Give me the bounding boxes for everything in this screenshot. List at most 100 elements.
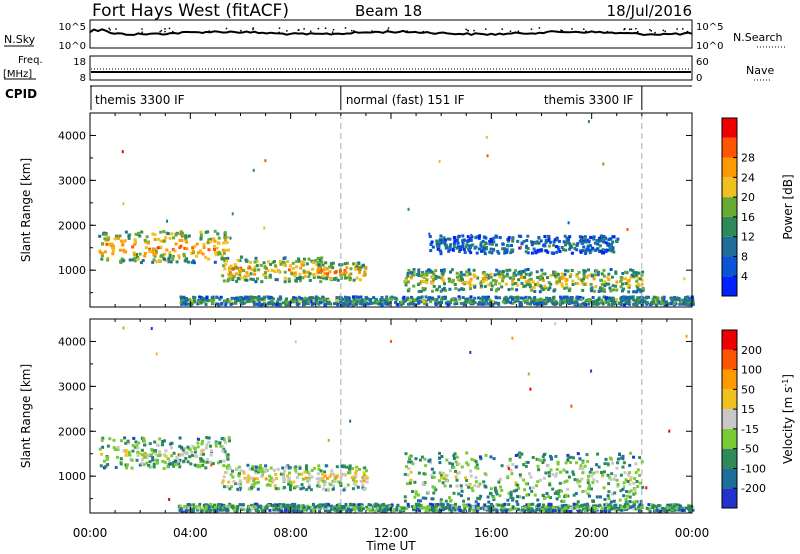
range-gate-cell <box>403 499 407 503</box>
range-gate-cell <box>317 302 321 306</box>
range-gate-cell <box>532 280 535 284</box>
range-gate-cell <box>227 480 231 484</box>
range-gate-cell <box>199 452 203 456</box>
range-gate-cell <box>584 238 588 242</box>
range-gate-cell <box>526 251 530 255</box>
range-gate-cell <box>264 469 268 473</box>
range-gate-cell <box>240 505 244 509</box>
range-gate-cell <box>585 453 589 457</box>
noise-dots <box>108 27 689 34</box>
range-gate-cell <box>536 248 540 252</box>
range-gate-cell <box>134 440 138 444</box>
range-gate-cell <box>205 509 209 513</box>
range-gate-cell <box>185 240 189 244</box>
range-gate-cell <box>524 295 528 299</box>
range-gate-cell <box>309 488 313 492</box>
range-gate-cell <box>624 499 628 503</box>
range-gate-cell <box>269 476 273 480</box>
range-gate-cell <box>498 282 501 286</box>
range-gate-cell <box>369 302 373 305</box>
range-gate-cell <box>469 251 473 255</box>
range-gate-cell <box>410 271 413 275</box>
range-gate-cell <box>403 472 407 476</box>
range-gate-cell <box>298 279 302 283</box>
range-gate-cell <box>517 272 521 276</box>
range-gate-cell <box>494 301 498 305</box>
range-gate-cell <box>476 507 480 510</box>
range-gate-cell <box>459 301 463 305</box>
range-gate-cell <box>338 263 342 267</box>
range-gate-cell <box>547 474 551 478</box>
range-gate-cell <box>585 238 589 242</box>
range-gate-cell <box>409 302 413 306</box>
range-gate-cell <box>124 441 128 445</box>
range-gate-cell <box>430 473 434 477</box>
range-gate-cell <box>156 246 160 250</box>
range-gate-cell <box>228 502 232 506</box>
range-gate-cell <box>628 283 632 287</box>
range-gate-cell <box>579 464 583 468</box>
range-gate-cell <box>531 241 535 244</box>
range-gate-cell <box>152 258 156 262</box>
range-gate-cell <box>234 505 238 509</box>
range-gate-cell <box>493 486 497 490</box>
range-gate-cell <box>507 467 510 471</box>
range-gate-cell <box>639 300 643 304</box>
range-gate-cell <box>240 269 244 273</box>
range-gate-cell <box>615 298 618 302</box>
range-gate-cell <box>216 241 220 245</box>
range-gate-cell <box>442 286 446 290</box>
range-gate-cell <box>471 243 475 247</box>
range-gate-cell <box>465 270 469 274</box>
range-gate-cell <box>561 301 565 305</box>
range-gate-cell <box>151 456 155 460</box>
colorbar-swatch <box>722 177 737 198</box>
range-gate-cell <box>514 269 517 273</box>
range-gate-cell <box>340 263 344 267</box>
range-gate-cell <box>625 494 629 498</box>
range-gate-cell <box>687 297 691 301</box>
range-gate-cell <box>209 444 212 448</box>
range-gate-cell <box>590 274 594 278</box>
range-gate-cell <box>361 301 365 305</box>
range-gate-cell <box>687 507 691 511</box>
range-gate-cell <box>660 296 664 300</box>
range-gate-cell <box>222 264 226 268</box>
range-gate-cell <box>570 507 573 510</box>
range-gate-cell <box>508 507 512 511</box>
range-gate-cell <box>163 460 167 464</box>
range-gate-cell <box>418 458 422 462</box>
range-gate-cell <box>464 483 468 487</box>
range-gate-cell <box>421 482 425 485</box>
range-gate-cell <box>510 287 514 291</box>
range-gate-cell <box>173 249 177 253</box>
range-gate-cell <box>215 506 219 510</box>
range-gate-cell <box>582 275 586 278</box>
range-gate-cell <box>511 282 515 286</box>
range-gate-cell <box>552 295 556 299</box>
range-gate-cell <box>538 478 542 482</box>
range-gate-cell <box>636 485 640 488</box>
range-gate-cell <box>217 461 220 465</box>
range-gate-cell <box>635 480 639 483</box>
range-gate-cell <box>407 268 411 272</box>
range-gate-cell <box>654 296 658 300</box>
range-gate-cell <box>552 298 556 302</box>
range-gate-cell <box>343 486 347 490</box>
range-gate-cell <box>198 249 202 253</box>
range-gate-cell <box>466 239 470 243</box>
range-gate-cell <box>187 234 191 238</box>
range-tick-label: 2000 <box>58 219 86 232</box>
range-gate-cell <box>309 509 313 513</box>
range-gate-cell <box>188 503 192 507</box>
range-gate-cell <box>255 302 258 306</box>
range-gate-cell <box>229 236 232 240</box>
range-gate-cell <box>586 492 590 496</box>
range-gate-cell <box>137 231 141 235</box>
range-gate-cell <box>116 445 120 449</box>
range-gate-cell <box>438 461 442 465</box>
range-gate-cell <box>508 458 512 462</box>
range-gate-cell <box>453 302 457 306</box>
range-gate-cell <box>486 297 490 301</box>
range-gate-cell <box>407 287 411 291</box>
